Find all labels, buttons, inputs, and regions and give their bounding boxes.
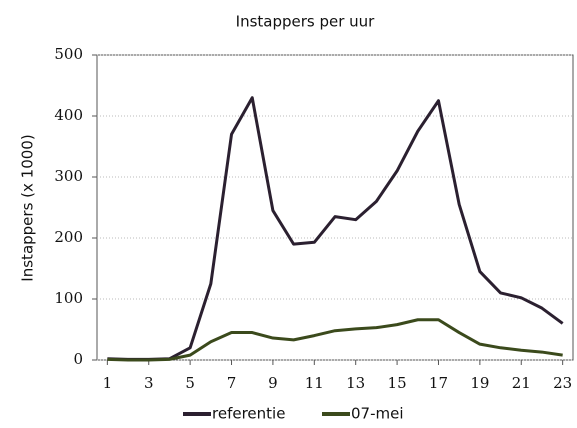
x-tick-label: 19 [470,374,489,392]
x-tick-label: 17 [429,374,448,392]
legend-label: 07-mei [351,405,404,423]
chart-title: Instappers per uur [236,13,376,31]
x-tick-label: 23 [553,374,572,392]
x-tick-label: 1 [103,374,113,392]
line-series [107,96,564,361]
x-tick-label: 21 [512,374,531,392]
x-tick-label: 5 [185,374,195,392]
x-tick-label: 15 [388,374,407,392]
y-tick-label: 400 [54,106,83,124]
y-tick-label: 0 [73,350,83,368]
x-tick-label: 9 [268,374,278,392]
y-tick-label: 500 [54,45,83,63]
plot-area [96,54,574,361]
y-tick-label: 200 [54,228,83,246]
y-tick-label: 300 [54,167,83,185]
x-tick-label: 7 [227,374,237,392]
x-tick-label: 13 [346,374,365,392]
x-tick-label: 3 [144,374,154,392]
legend-label: referentie [212,405,285,423]
line-series [107,318,563,362]
y-axis-label: Instappers (x 1000) [19,134,37,281]
x-tick-label: 11 [305,374,324,392]
y-tick-label: 100 [54,289,83,307]
